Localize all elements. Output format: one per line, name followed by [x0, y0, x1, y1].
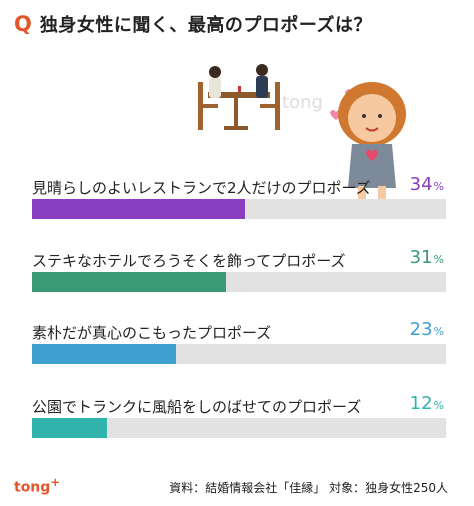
source-note: 資料：結婚情報会社「佳縁」 対象：独身女性250人 — [169, 481, 448, 495]
bar-fill — [32, 199, 246, 219]
bar-value-unit: % — [433, 325, 444, 338]
bar-value-number: 34 — [409, 174, 433, 195]
logo-text: tong — [14, 480, 51, 496]
bar-track — [32, 199, 446, 219]
bar-track — [32, 418, 446, 438]
bar-value-number: 12 — [409, 393, 433, 414]
question-title: Q 独身女性に聞く、最高のプロポーズは？ — [14, 12, 372, 36]
bar-fill — [32, 418, 108, 438]
dinner-couple-icon — [198, 64, 280, 130]
girl-holding-heart-icon — [330, 82, 406, 202]
bar-value-label: 23% — [410, 319, 444, 340]
bar-fill — [32, 344, 177, 364]
bar-value-label: 12% — [410, 393, 444, 414]
bar-label: 見晴らしのよいレストランで2人だけのプロポーズ — [32, 179, 371, 197]
bar-fill — [32, 272, 227, 292]
bar-value-number: 31 — [409, 247, 433, 268]
page-title: 独身女性に聞く、最高のプロポーズは？ — [39, 15, 372, 36]
proposal-illustration: tong — [198, 64, 406, 202]
q-mark: Q — [14, 12, 32, 36]
bar-value-unit: % — [433, 253, 444, 266]
bar-value-label: 31% — [410, 247, 444, 268]
bar-value-label: 34% — [410, 174, 444, 195]
bar-value-unit: % — [433, 399, 444, 412]
bar-track — [32, 272, 446, 292]
bar-label: 公園でトランクに風船をしのばせてのプロポーズ — [32, 398, 362, 416]
bar-label: 素朴だが真心のこもったプロポーズ — [32, 324, 272, 342]
logo-plus: + — [50, 475, 61, 490]
tong-logo: tong+ — [14, 475, 60, 496]
illustration-watermark: tong — [282, 92, 323, 113]
bar-value-unit: % — [433, 180, 444, 193]
bar-track — [32, 344, 446, 364]
bar-value-number: 23 — [409, 319, 433, 340]
bar-label: ステキなホテルでろうそくを飾ってプロポーズ — [32, 252, 346, 270]
